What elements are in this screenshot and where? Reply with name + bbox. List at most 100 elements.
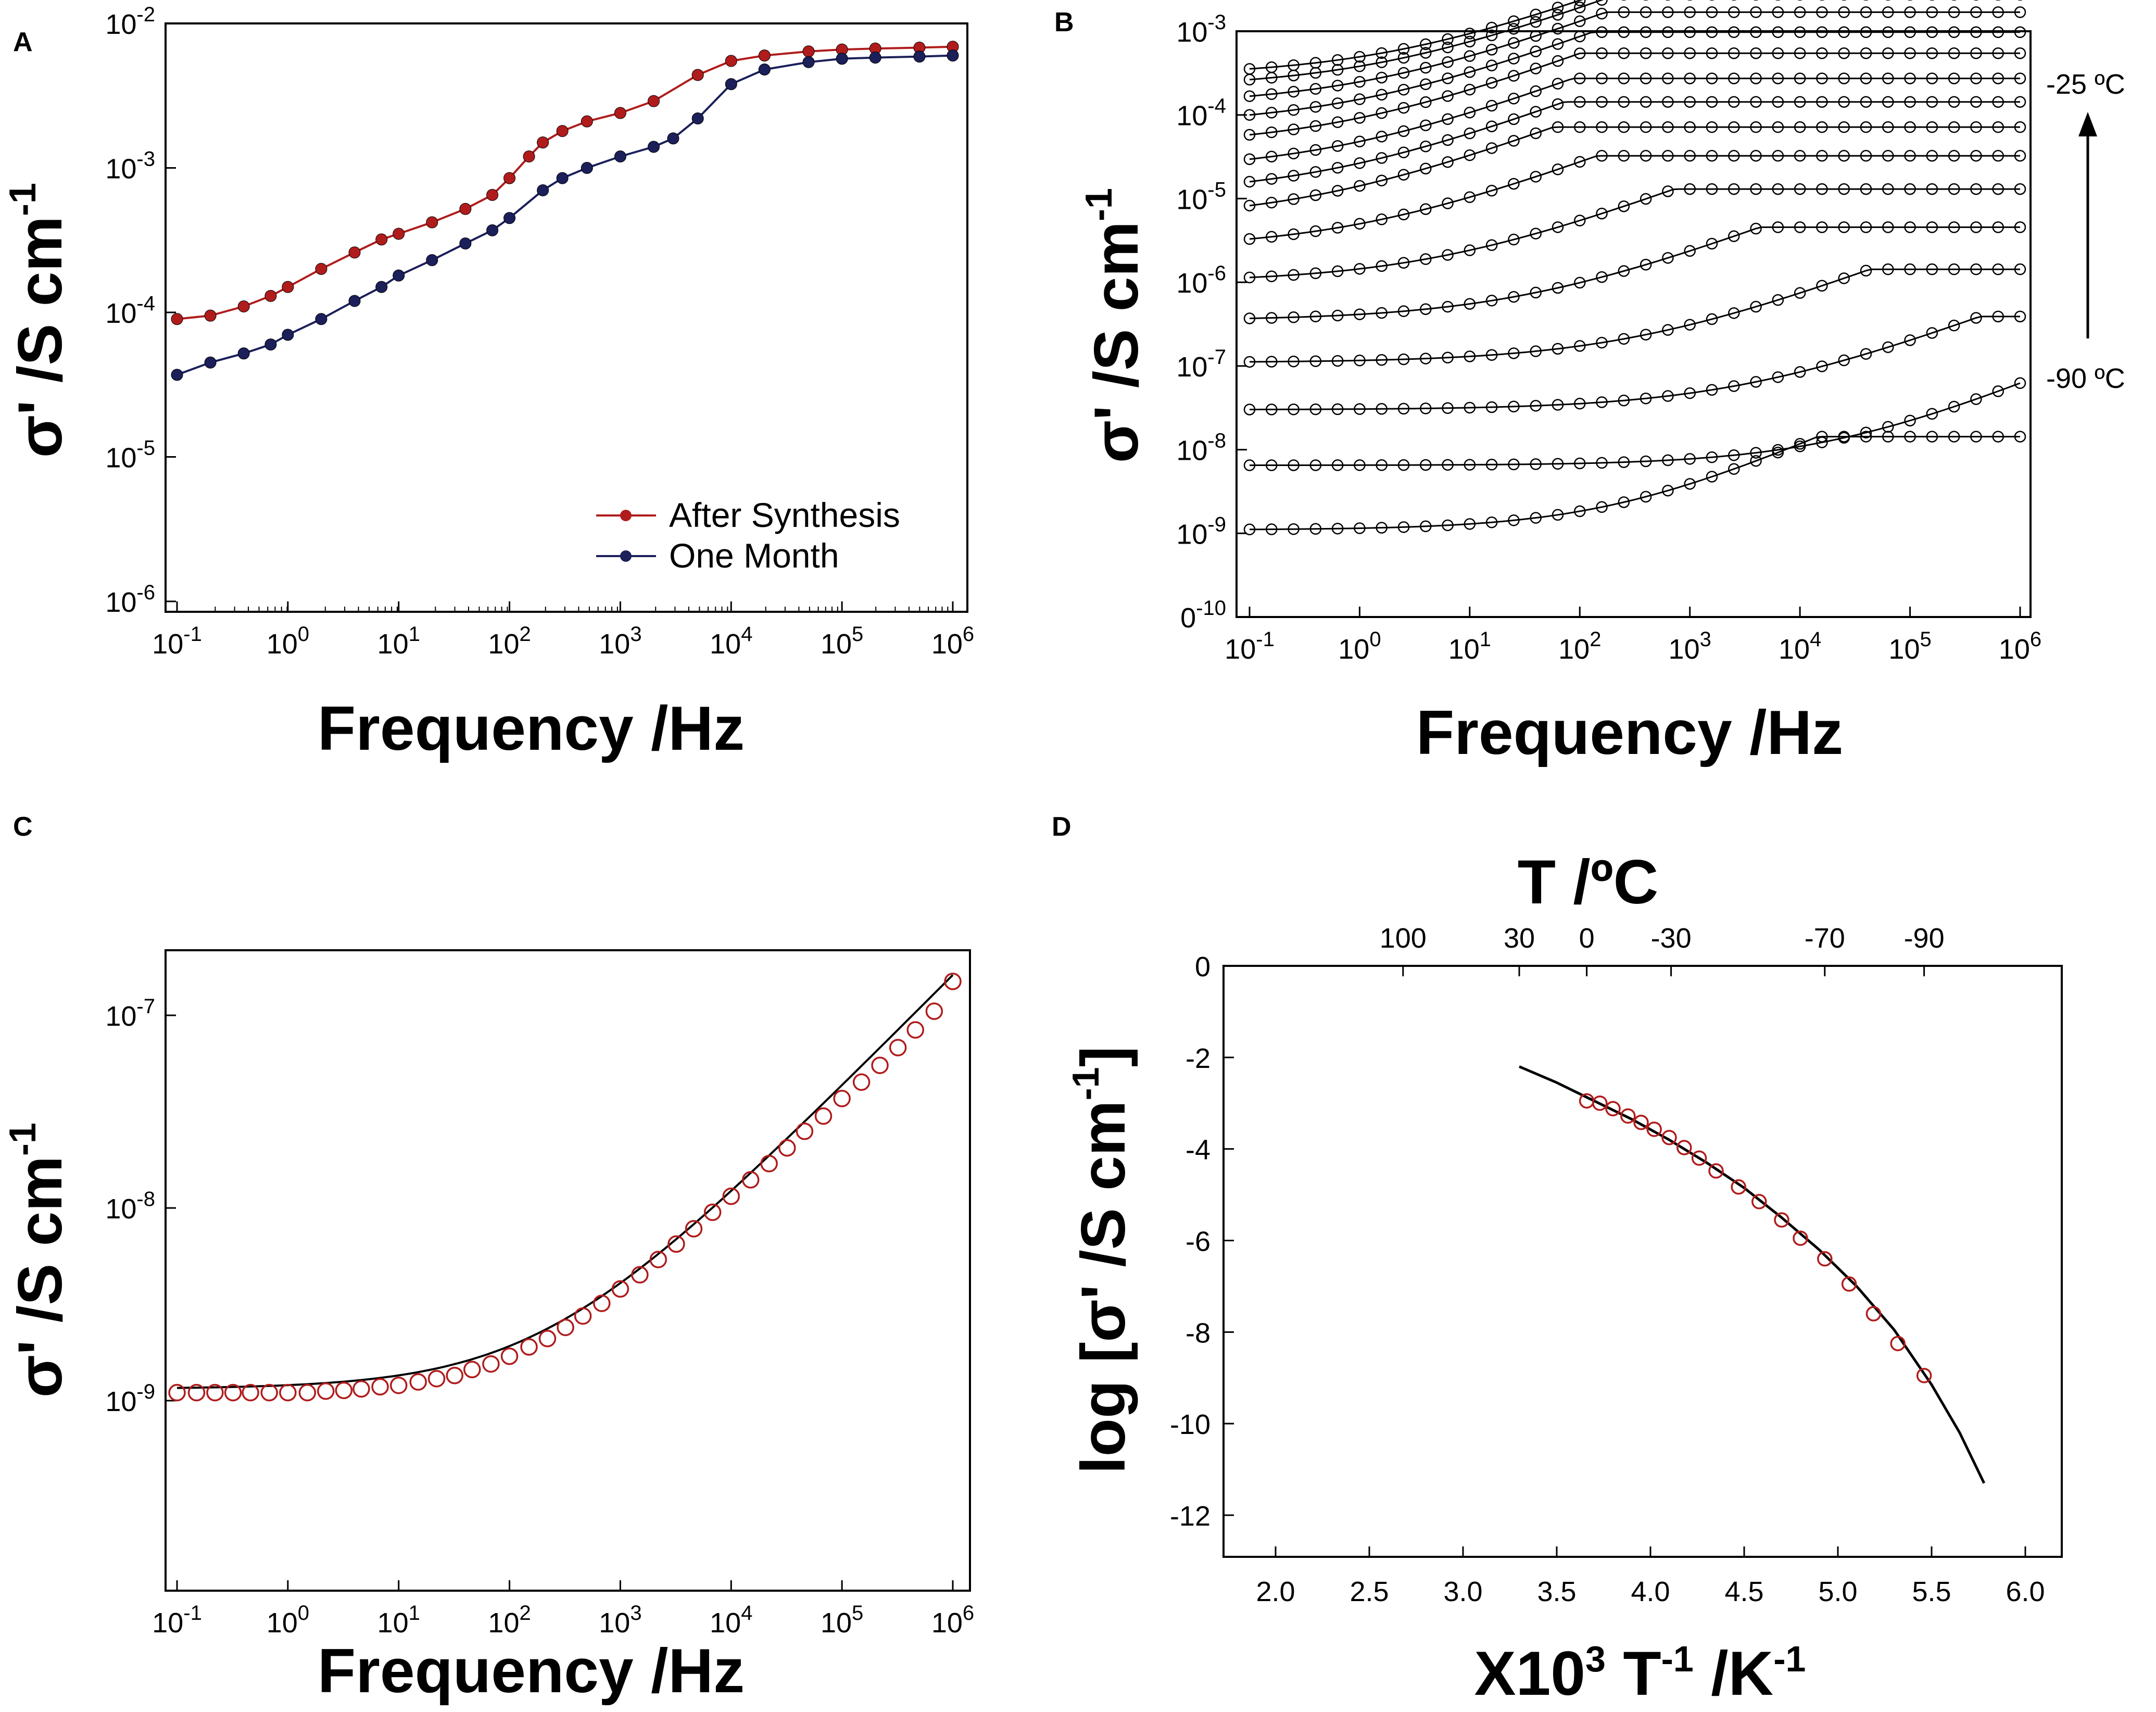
data-point <box>1243 129 1256 141</box>
data-point <box>1926 327 1938 339</box>
data-point <box>1750 6 1762 18</box>
panel-b-y-axis-title: σ' /S cm-1 <box>1078 188 1151 463</box>
data-point <box>1992 26 2004 39</box>
data-point <box>315 262 327 275</box>
data-point <box>1596 457 1608 469</box>
data-point <box>1662 26 1674 39</box>
data-point <box>1970 121 1982 133</box>
data-point <box>2014 310 2026 323</box>
data-point <box>1464 191 1476 203</box>
data-point <box>1420 140 1432 153</box>
data-point <box>1376 403 1388 415</box>
data-point <box>871 1056 889 1074</box>
data-point <box>1574 340 1586 352</box>
data-point <box>1662 121 1674 133</box>
series-line-0 <box>1249 0 1583 70</box>
data-point <box>1552 121 1564 133</box>
data-point <box>889 1039 907 1056</box>
data-point <box>204 309 217 322</box>
y-tick-label: 10-8 <box>1176 430 1226 467</box>
data-point <box>1309 459 1322 471</box>
data-point <box>1266 150 1278 162</box>
data-point <box>1605 1101 1621 1117</box>
data-point <box>1882 221 1894 233</box>
data-point <box>1618 456 1630 468</box>
data-point <box>1882 263 1894 275</box>
data-point <box>1838 121 1850 133</box>
data-point <box>264 338 277 351</box>
data-point <box>1794 26 1806 39</box>
data-point <box>667 1235 685 1253</box>
data-point <box>1865 1306 1882 1321</box>
data-point <box>1530 16 1542 28</box>
x-tick-label: 3.5 <box>1537 1576 1576 1607</box>
data-point <box>1661 1129 1677 1145</box>
data-point <box>1904 221 1916 233</box>
data-point <box>1662 47 1674 59</box>
data-point <box>667 132 679 145</box>
data-point <box>1618 265 1630 277</box>
data-point <box>298 1383 317 1402</box>
data-point <box>1970 149 1982 162</box>
data-point <box>1442 134 1454 146</box>
data-point <box>2014 263 2026 275</box>
data-point <box>1860 221 1872 233</box>
x-tick-label: 100 <box>267 623 309 660</box>
data-point <box>1331 459 1344 471</box>
data-point <box>1397 521 1410 533</box>
x-tick-label: 103 <box>1669 628 1711 665</box>
panel-b-arrow-head <box>2078 112 2097 136</box>
data-point <box>1684 6 1696 18</box>
data-point <box>1750 447 1762 459</box>
data-point <box>1926 221 1938 233</box>
data-point <box>1926 47 1938 59</box>
x-tick-label: 106 <box>931 1602 974 1639</box>
x-tick-label: 102 <box>1558 628 1601 665</box>
data-point <box>1794 96 1806 108</box>
data-point <box>1243 153 1256 165</box>
data-point <box>1552 343 1564 355</box>
data-point <box>760 1154 778 1173</box>
data-point <box>1794 47 1806 59</box>
top-tick-label: -90 <box>1904 923 1945 954</box>
series-line-4 <box>1249 52 2020 136</box>
data-point <box>1640 26 1652 39</box>
data-point <box>1684 26 1696 39</box>
data-point <box>1397 67 1410 79</box>
data-point <box>1420 520 1432 533</box>
panel-b-x-axis-title: Frequency /Hz <box>1416 698 1843 767</box>
data-point <box>1882 72 1894 84</box>
data-point <box>1266 88 1278 100</box>
data-point <box>1646 1122 1662 1137</box>
data-point <box>1728 47 1740 59</box>
data-point <box>1772 47 1784 59</box>
data-point <box>1288 104 1300 116</box>
data-point <box>685 1220 703 1238</box>
data-point <box>944 973 962 990</box>
data-point <box>1772 446 1784 459</box>
data-point <box>1552 282 1564 294</box>
x-tick-label: 106 <box>931 623 974 660</box>
data-point <box>1684 478 1696 490</box>
data-point <box>1376 107 1388 119</box>
data-point <box>1772 121 1784 133</box>
data-point <box>1397 125 1410 137</box>
data-point <box>1420 47 1432 59</box>
data-point <box>1926 408 1938 420</box>
data-point <box>814 1107 833 1125</box>
data-point <box>1288 228 1300 241</box>
data-point <box>1772 149 1784 162</box>
data-point <box>1618 26 1630 39</box>
data-point <box>1464 83 1476 96</box>
data-point <box>1633 1114 1649 1130</box>
x-tick-label: 103 <box>599 1602 641 1639</box>
data-point <box>1485 142 1498 154</box>
data-point <box>1574 72 1586 84</box>
data-point <box>1574 397 1586 410</box>
data-point <box>1948 96 1960 108</box>
data-point <box>925 1002 943 1020</box>
data-point <box>1684 149 1696 162</box>
data-point <box>1354 355 1366 367</box>
legend-label-one-month: One Month <box>669 536 839 575</box>
data-point <box>1464 401 1476 414</box>
